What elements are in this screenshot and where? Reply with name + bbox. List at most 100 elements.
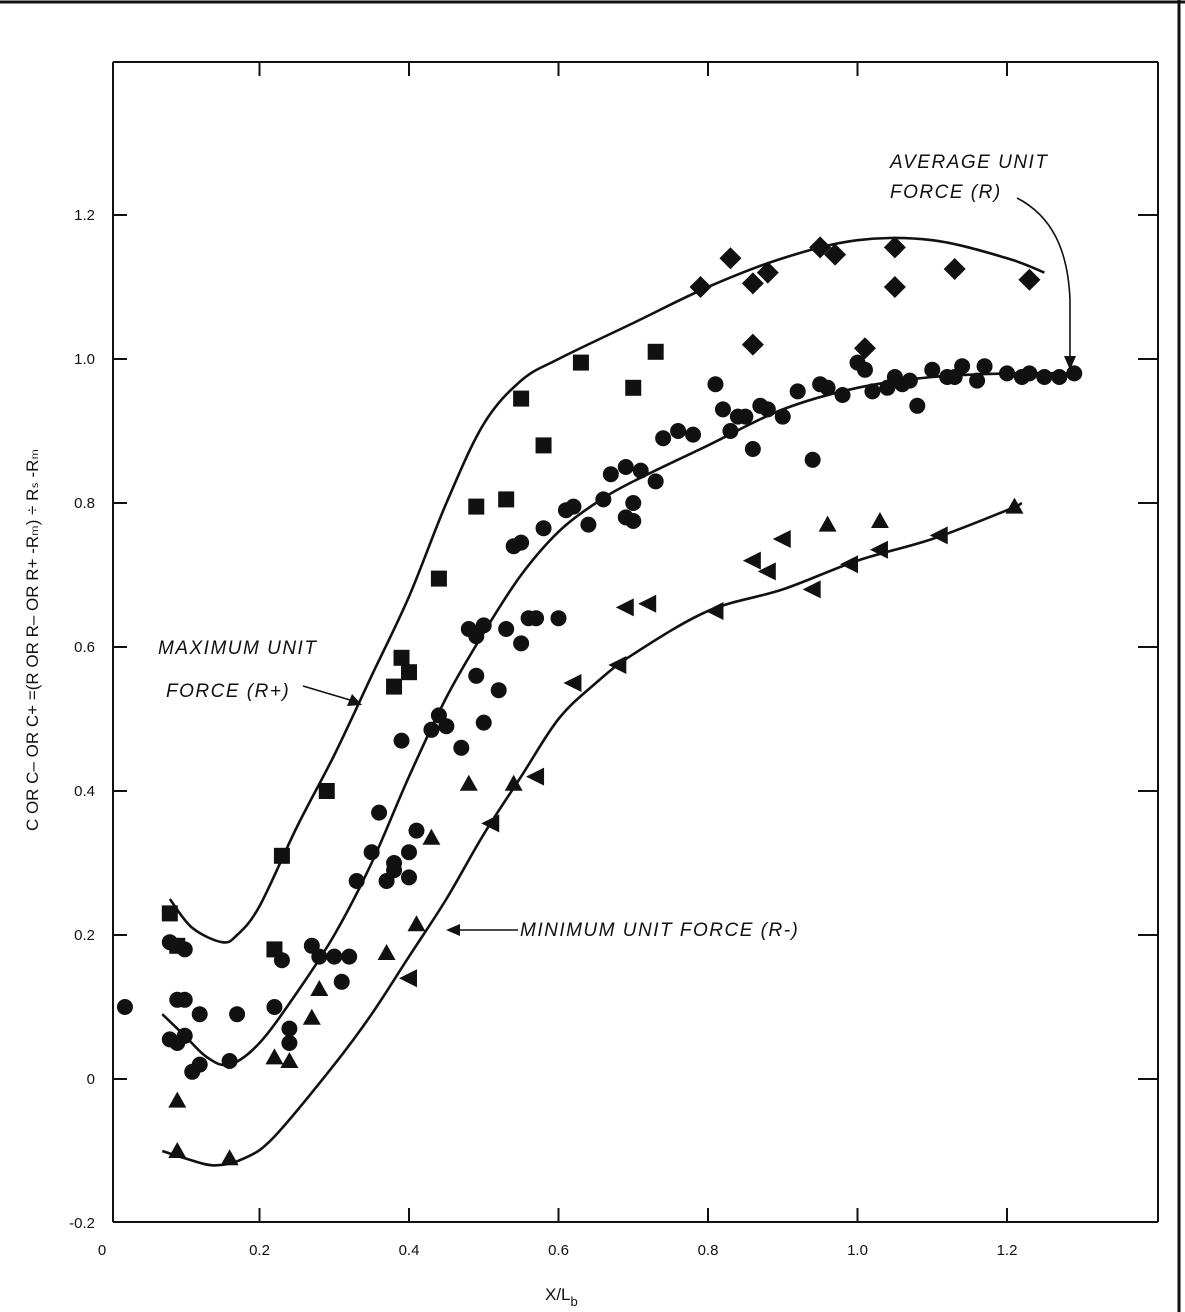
data-point-square	[393, 649, 410, 666]
curve-average	[161, 371, 1082, 1067]
data-point-circle	[326, 948, 343, 965]
data-point-triangle-left	[563, 674, 582, 692]
data-point-triangle-up	[870, 512, 889, 528]
data-point-triangle-left	[608, 656, 627, 674]
data-point-square	[273, 847, 290, 864]
curve-maximum	[168, 236, 1045, 944]
data-point-triangle-up	[422, 828, 441, 845]
data-point-triangle-left	[481, 814, 500, 833]
annotation-average-arrowhead	[1064, 356, 1076, 370]
data-point-circle	[490, 682, 507, 699]
y-axis: -0.2 0 0.2 0.4 0.6 0.8 1.0 1.2	[69, 207, 1158, 1232]
annotation-average: AVERAGE UNIT FORCE (R)	[889, 152, 1076, 370]
x-axis-title-main: X/L	[545, 1285, 571, 1304]
data-point-circle	[423, 721, 440, 738]
data-point-circle	[281, 1035, 298, 1051]
y-tick-label: 0	[87, 1071, 95, 1088]
data-point-square	[401, 664, 417, 681]
data-point-circle	[602, 466, 619, 483]
data-points	[116, 236, 1083, 1166]
annotation-minimum-label: MINIMUM UNIT FORCE (R-)	[520, 920, 799, 941]
x-tick-label: 0.4	[399, 1242, 420, 1259]
data-point-square	[572, 354, 589, 371]
data-point-circle	[333, 973, 350, 990]
data-point-triangle-left	[757, 562, 776, 581]
data-point-circle	[856, 361, 873, 378]
y-tick-label: 1.2	[74, 207, 95, 224]
data-point-circle	[1036, 369, 1053, 385]
data-point-circle	[647, 473, 664, 490]
data-point-triangle-left	[840, 555, 859, 574]
annotation-maximum-arrowhead	[347, 694, 362, 706]
data-point-circle	[737, 408, 754, 425]
data-point-circle	[595, 491, 612, 508]
data-point-triangle-left	[638, 594, 657, 613]
data-point-circle	[408, 822, 425, 839]
data-point-circle	[401, 844, 417, 861]
y-tick-label: -0.2	[69, 1215, 95, 1232]
data-point-circle	[401, 869, 417, 886]
data-point-circle	[191, 1006, 208, 1023]
plot-frame	[112, 61, 1159, 1223]
data-point-triangle-up	[168, 1091, 187, 1108]
data-point-square	[513, 390, 530, 407]
data-point-circle	[1066, 365, 1083, 382]
data-point-diamond	[943, 258, 966, 280]
data-point-circle	[632, 462, 649, 479]
x-tick-label: 0.8	[698, 1242, 719, 1259]
data-point-circle	[999, 365, 1015, 382]
data-point-circle	[475, 617, 492, 634]
data-point-square	[647, 343, 664, 360]
data-point-diamond	[809, 236, 832, 259]
data-point-circle	[176, 991, 193, 1008]
data-point-circle	[670, 423, 687, 439]
data-point-circle	[453, 739, 470, 756]
y-axis-title: C OR C– OR C+ =(R OR R– OR R+ -Rₘ) ÷ Rₛ …	[23, 449, 42, 831]
data-point-triangle-up	[220, 1149, 239, 1166]
data-point-triangle-up	[377, 944, 396, 960]
data-point-circle	[976, 358, 993, 375]
data-point-square	[161, 905, 178, 922]
data-point-triangle-left	[929, 526, 948, 545]
data-point-circle	[176, 941, 193, 958]
data-point-circle	[371, 804, 388, 821]
data-point-circle	[528, 610, 545, 627]
annotation-average-leader	[1016, 197, 1071, 360]
data-point-circle	[386, 855, 403, 871]
data-point-triangle-up	[818, 515, 837, 532]
data-point-triangle-up	[504, 774, 523, 791]
y-tick-label: 0.6	[74, 639, 95, 656]
data-point-square	[535, 437, 552, 454]
data-point-square	[430, 570, 447, 587]
data-point-circle	[438, 718, 455, 735]
data-point-circle	[281, 1020, 298, 1037]
data-point-circle	[819, 379, 836, 396]
data-point-circle	[617, 459, 634, 475]
data-point-circle	[864, 383, 881, 400]
data-point-circle	[498, 621, 515, 637]
data-point-triangle-up	[168, 1142, 187, 1158]
data-point-triangle-left	[772, 530, 791, 548]
data-point-circle	[685, 426, 702, 443]
data-point-circle	[744, 441, 761, 457]
data-point-circle	[565, 498, 582, 515]
data-point-circle	[176, 1027, 193, 1044]
x-tick-label: 0	[98, 1242, 106, 1259]
data-point-circle	[475, 714, 492, 731]
data-point-circle	[348, 873, 365, 889]
data-point-circle	[1021, 365, 1038, 382]
annotation-maximum: MAXIMUM UNIT FORCE (R+)	[158, 638, 362, 706]
data-point-triangle-left	[615, 598, 634, 617]
data-point-triangle-left	[869, 540, 888, 559]
data-point-diamond	[741, 272, 764, 295]
x-axis: 0 0.2 0.4 0.6 0.8 1.0 1.2	[98, 62, 1017, 1259]
annotation-maximum-line-2: FORCE (R+)	[166, 681, 290, 702]
data-point-triangle-up	[310, 980, 329, 996]
data-point-circle	[311, 948, 328, 965]
data-point-circle	[513, 635, 530, 652]
x-tick-label: 1.0	[847, 1242, 868, 1259]
annotation-average-line-2: FORCE (R)	[890, 182, 1002, 203]
data-point-circle	[161, 934, 178, 951]
data-point-circle	[580, 516, 597, 533]
